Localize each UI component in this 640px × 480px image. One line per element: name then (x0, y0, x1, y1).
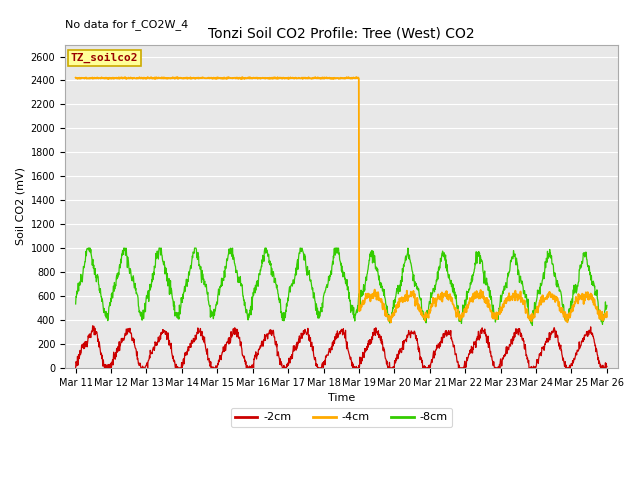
Text: No data for f_CO2W_4: No data for f_CO2W_4 (65, 19, 188, 30)
Text: TZ_soilco2: TZ_soilco2 (70, 53, 138, 63)
X-axis label: Time: Time (328, 393, 355, 403)
Legend: -2cm, -4cm, -8cm: -2cm, -4cm, -8cm (231, 408, 452, 427)
Y-axis label: Soil CO2 (mV): Soil CO2 (mV) (15, 167, 25, 245)
Title: Tonzi Soil CO2 Profile: Tree (West) CO2: Tonzi Soil CO2 Profile: Tree (West) CO2 (208, 26, 475, 41)
